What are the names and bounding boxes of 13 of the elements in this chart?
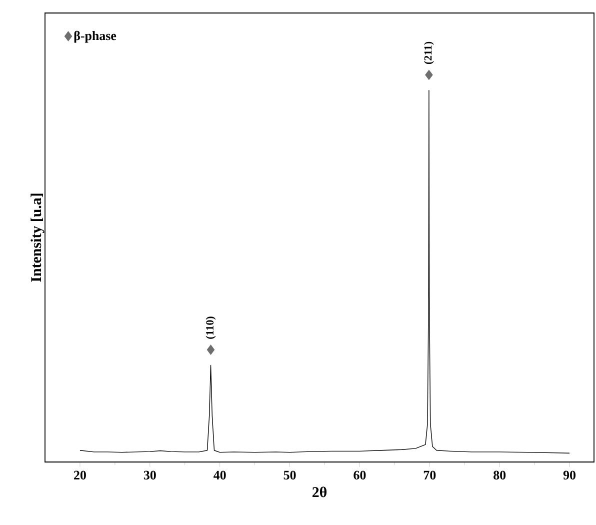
x-tick-label: 40 <box>214 470 226 480</box>
annotation: (110) <box>206 316 216 339</box>
x-tick-label: 80 <box>494 470 506 480</box>
y-axis-title: Intensity [u.a] <box>30 194 44 282</box>
x-tick-label: 20 <box>74 470 86 480</box>
x-tick-label: 50 <box>284 470 296 480</box>
annotation: (211) <box>424 42 434 64</box>
legend-label: β-phase <box>74 30 116 43</box>
x-tick-label: 60 <box>354 470 366 480</box>
x-axis-title: 2θ <box>312 486 327 498</box>
x-tick-label: 30 <box>144 470 156 480</box>
x-tick-label: 70 <box>424 470 436 480</box>
x-tick-label: 90 <box>563 470 576 480</box>
